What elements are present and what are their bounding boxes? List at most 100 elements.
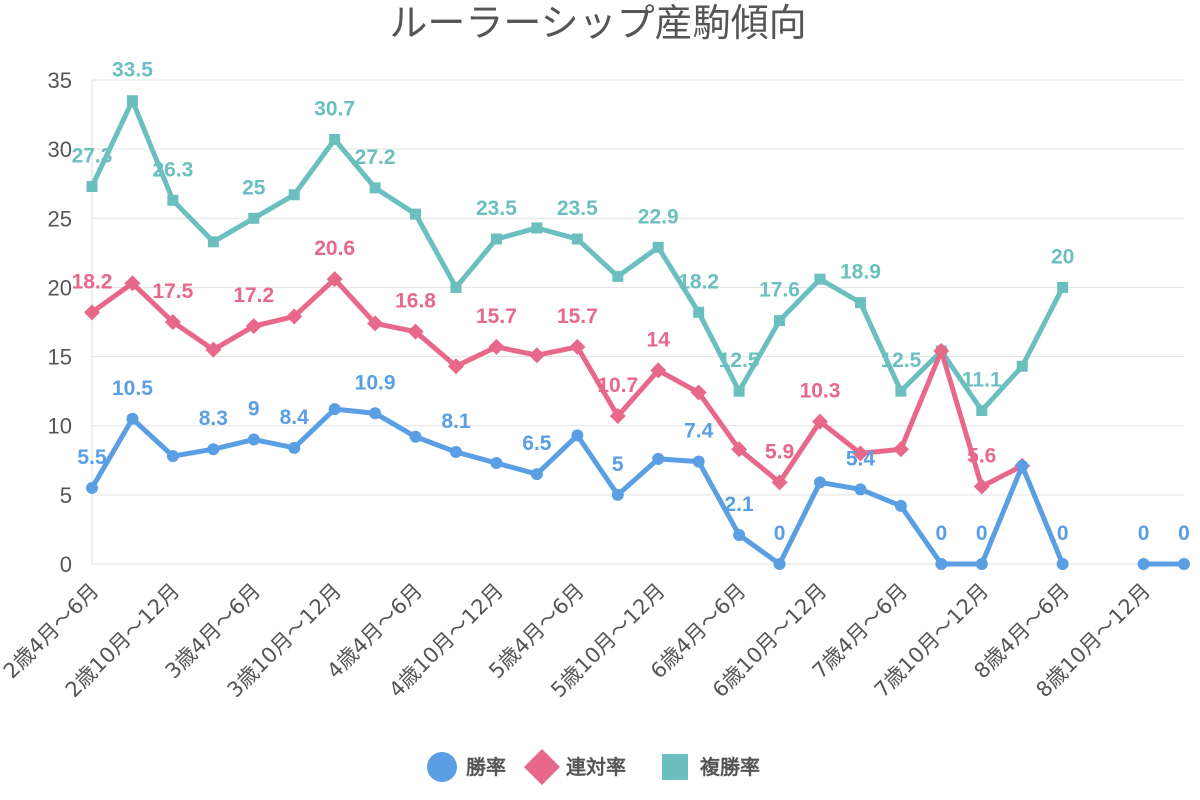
data-label: 18.2: [72, 270, 113, 293]
data-label: 10.5: [112, 377, 153, 400]
grid: [91, 79, 1184, 565]
data-labels: 5.5 10.5 8.3 9 8.4 10.9 8.1 6.5 5 7.4 2.1 0 5.4 0 0 0 0 0…: [72, 59, 1190, 545]
data-label: 11.1: [962, 369, 1002, 392]
data-point: [86, 481, 98, 494]
data-point: [84, 304, 100, 321]
series-group: [84, 95, 1190, 570]
data-label: 8.1: [441, 410, 471, 433]
x-axis: 2歳4月～6月2歳10月～12月3歳4月～6月3歳10月～12月4歳4月～6月4…: [0, 579, 1155, 703]
data-label: 27.3: [72, 144, 113, 167]
data-label: 0: [1178, 522, 1190, 545]
data-label: 23.5: [557, 197, 598, 220]
data-point: [367, 315, 384, 332]
data-label: 27.2: [355, 146, 396, 169]
data-point: [126, 412, 139, 425]
data-label: 30.7: [314, 97, 355, 120]
data-point: [530, 468, 543, 481]
y-tick-label: 30: [48, 137, 72, 162]
data-point: [124, 275, 141, 292]
legend-item-2[interactable]: 複勝率: [662, 754, 760, 780]
data-label: 8.4: [280, 406, 310, 429]
data-label: 17.5: [152, 280, 193, 303]
data-point: [1137, 558, 1150, 570]
data-label: 0: [774, 522, 786, 545]
data-point: [1057, 281, 1069, 293]
data-point: [692, 455, 705, 468]
data-point: [690, 384, 707, 401]
legend-swatch: [524, 749, 560, 785]
data-point: [895, 385, 907, 397]
data-point: [1016, 360, 1028, 372]
data-point: [894, 499, 907, 512]
data-label: 12.5: [719, 349, 760, 372]
data-point: [854, 297, 866, 309]
data-point: [488, 338, 505, 355]
data-label: 5.4: [846, 447, 876, 470]
data-point: [407, 323, 424, 340]
data-label: 20: [1051, 245, 1074, 268]
data-point: [286, 308, 303, 325]
legend-item-0[interactable]: 勝率: [427, 752, 506, 782]
data-point: [814, 476, 826, 489]
chart-title: ルーラーシップ産駒傾向: [389, 1, 806, 45]
y-tick-label: 0: [60, 552, 72, 577]
data-point: [450, 445, 462, 458]
data-point: [693, 306, 705, 318]
y-tick-label: 15: [48, 345, 72, 370]
data-point: [450, 281, 462, 293]
data-point: [892, 441, 909, 458]
data-point: [328, 403, 341, 416]
data-label: 15.7: [557, 305, 598, 328]
data-label: 12.5: [880, 349, 921, 372]
data-label: 10.3: [800, 380, 841, 403]
data-point: [490, 233, 502, 245]
data-point: [976, 405, 988, 417]
data-label: 15.7: [476, 305, 517, 328]
data-label: 17.6: [759, 279, 800, 302]
data-point: [933, 343, 950, 360]
data-point: [733, 385, 745, 397]
data-label: 0: [1057, 522, 1069, 545]
data-point: [812, 413, 828, 430]
data-point: [166, 450, 179, 463]
data-point: [852, 445, 869, 462]
y-tick-label: 25: [48, 206, 72, 231]
data-label: 18.9: [840, 261, 881, 284]
data-point: [973, 478, 990, 495]
legend-item-1[interactable]: 連対率: [524, 749, 626, 785]
data-point: [288, 441, 301, 454]
data-label: 17.2: [233, 284, 274, 307]
data-point: [771, 474, 788, 491]
y-tick-label: 10: [48, 414, 72, 439]
legend-label: 複勝率: [700, 755, 760, 779]
data-point: [569, 338, 586, 355]
data-point: [774, 315, 786, 327]
data-label: 8.3: [199, 407, 228, 430]
data-point: [609, 408, 626, 425]
data-point: [531, 222, 543, 234]
data-point: [207, 443, 220, 456]
data-point: [612, 270, 624, 282]
data-label: 20.6: [314, 237, 355, 260]
data-label: 7.4: [684, 420, 714, 443]
data-point: [571, 429, 584, 442]
data-point: [773, 558, 786, 570]
data-label: 0: [976, 522, 988, 545]
data-point: [369, 182, 381, 194]
data-point: [1016, 459, 1029, 472]
data-label: 22.9: [638, 205, 679, 228]
data-point: [935, 558, 948, 570]
data-label: 5.6: [967, 445, 996, 468]
data-point: [369, 407, 382, 420]
data-label: 14: [647, 328, 671, 351]
data-label: 9: [248, 398, 260, 421]
data-label: 25: [242, 176, 266, 199]
y-tick-label: 35: [48, 68, 72, 93]
data-point: [814, 273, 826, 285]
y-tick-label: 20: [48, 275, 72, 300]
legend-swatch: [427, 752, 457, 782]
data-label: 2.1: [725, 493, 755, 516]
legend-label: 連対率: [566, 755, 626, 779]
